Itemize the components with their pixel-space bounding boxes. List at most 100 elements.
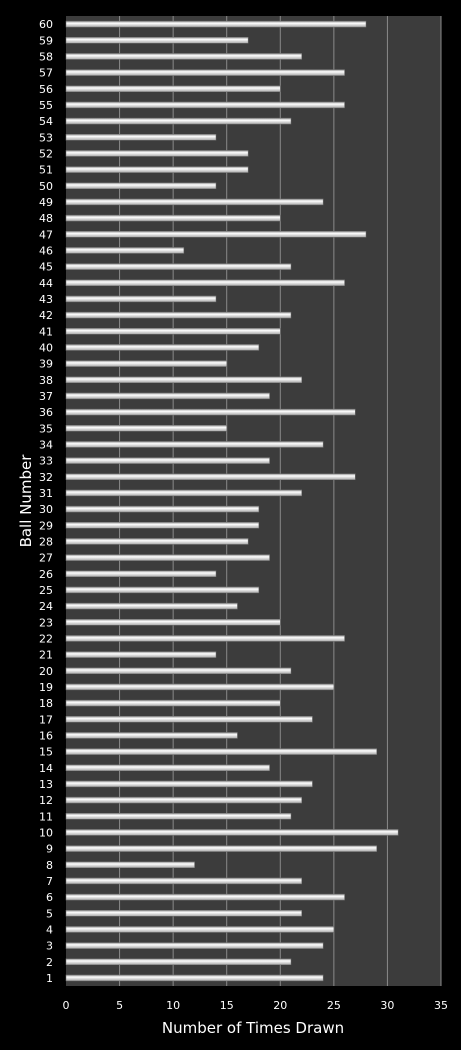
bar-ball-34 [65,441,324,448]
bar-ball-6 [65,893,345,901]
bar-ball-9 [65,845,377,852]
y-tick-label: 48 [39,212,53,225]
bar-ball-44 [65,279,345,286]
bar-ball-48 [65,214,281,222]
y-tick-label: 59 [39,34,53,47]
bar-ball-32 [65,473,356,480]
y-tick-label: 7 [46,875,53,888]
bar-ball-36 [65,408,356,416]
bar-ball-4 [65,926,335,933]
y-tick-label: 31 [39,487,53,500]
bar-ball-56 [65,85,281,92]
bar-ball-8 [65,861,195,868]
bar-ball-10 [65,829,399,836]
bar-ball-13 [65,780,313,788]
y-tick-label: 15 [39,746,53,759]
bar-ball-55 [65,101,345,109]
y-tick-label: 35 [39,422,53,435]
y-tick-label: 24 [39,600,53,613]
bar-ball-14 [65,764,270,771]
bar-ball-37 [65,392,270,400]
bar-ball-23 [65,619,281,626]
y-tick-label: 5 [46,907,53,920]
bar-ball-52 [65,150,249,157]
y-tick-label: 18 [39,697,53,710]
y-tick-label: 39 [39,358,53,371]
bar-ball-19 [65,683,335,691]
y-tick-label: 56 [39,83,53,96]
bar-ball-59 [65,37,249,44]
x-tick-label: 10 [166,999,180,1012]
x-tick-label: 0 [63,999,70,1012]
y-tick-label: 38 [39,374,53,387]
bar-ball-29 [65,522,260,529]
bar-ball-53 [65,134,217,141]
y-tick-label: 8 [46,859,53,872]
y-tick-label: 16 [39,729,53,742]
bar-ball-57 [65,69,345,76]
y-tick-label: 44 [39,277,53,290]
bar-ball-24 [65,602,238,610]
bar-ball-7 [65,877,302,885]
y-tick-label: 12 [39,794,53,807]
y-tick-label: 57 [39,67,53,80]
bar-ball-5 [65,910,302,917]
bar-ball-51 [65,166,249,173]
y-tick-label: 23 [39,616,53,629]
y-tick-label: 52 [39,147,53,160]
y-tick-label: 17 [39,713,53,726]
bar-ball-58 [65,53,302,60]
bar-ball-2 [65,958,292,965]
y-tick-label: 36 [39,406,53,419]
y-tick-label: 45 [39,261,53,274]
bar-ball-21 [65,651,217,658]
bar-ball-42 [65,311,292,319]
bar-ball-27 [65,554,270,561]
bar-ball-43 [65,295,217,303]
y-tick-label: 1 [46,972,53,985]
y-tick-label: 58 [39,50,53,63]
bar-ball-38 [65,376,302,383]
y-tick-label: 20 [39,665,53,678]
y-tick-label: 54 [39,115,53,128]
y-tick-label: 10 [39,826,53,839]
y-tick-label: 55 [39,99,53,112]
bar-ball-12 [65,796,302,804]
y-tick-label: 51 [39,164,53,177]
x-tick-label: 15 [220,999,234,1012]
y-tick-label: 11 [39,810,53,823]
y-tick-label: 21 [39,649,53,662]
bar-ball-45 [65,263,292,270]
x-tick-label: 25 [327,999,341,1012]
y-tick-label: 37 [39,390,53,403]
y-tick-label: 22 [39,632,53,645]
x-axis-title: Number of Times Drawn [162,1019,344,1037]
y-tick-label: 42 [39,309,53,322]
bar-ball-22 [65,635,345,642]
bar-ball-49 [65,198,324,206]
x-tick-label: 30 [380,999,394,1012]
x-tick-label: 5 [116,999,123,1012]
bar-ball-33 [65,457,270,464]
bar-ball-41 [65,328,281,335]
y-tick-label: 47 [39,228,53,241]
y-tick-label: 50 [39,180,53,193]
y-tick-label: 9 [46,843,53,856]
bar-ball-30 [65,505,260,513]
bar-ball-31 [65,489,302,497]
bar-ball-25 [65,586,260,594]
y-tick-label: 29 [39,519,53,532]
bar-ball-18 [65,699,281,707]
bar-ball-16 [65,732,238,739]
x-axis-ticks: 0 5 10 15 20 25 30 35 [63,999,449,1012]
bar-ball-47 [65,231,367,238]
y-tick-label: 25 [39,584,53,597]
bar-ball-28 [65,538,249,545]
bar-ball-60 [65,20,367,28]
y-tick-label: 26 [39,568,53,581]
bar-ball-26 [65,570,217,577]
x-tick-label: 20 [273,999,287,1012]
bar-ball-39 [65,360,227,367]
